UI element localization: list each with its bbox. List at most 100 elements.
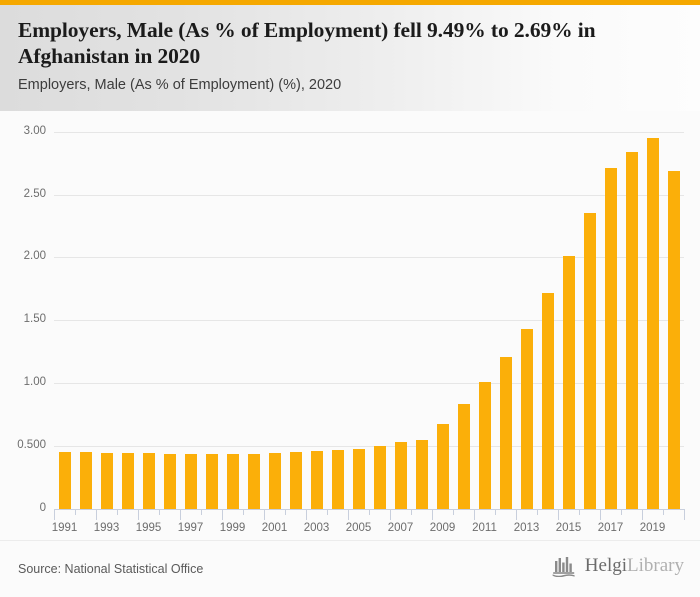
bar-1998[interactable] <box>205 453 218 509</box>
x-axis-tick <box>159 509 160 515</box>
x-axis-tick-label: 2013 <box>513 522 540 534</box>
bar-2016[interactable] <box>583 212 596 509</box>
x-axis-tick <box>243 509 244 515</box>
x-axis-tick <box>285 509 286 515</box>
x-axis-tick <box>306 509 307 520</box>
x-axis-tick-label: 2007 <box>387 522 414 534</box>
bar-1999[interactable] <box>226 453 239 509</box>
helgi-library-logo[interactable]: HelgiLibrary <box>552 555 684 577</box>
y-axis-tick-label: 0 <box>39 502 46 514</box>
bar-2013[interactable] <box>520 328 533 509</box>
x-axis-tick <box>411 509 412 515</box>
x-axis-tick-label: 2005 <box>345 522 372 534</box>
x-axis-tick <box>75 509 76 515</box>
chart-footer: Source: National Statistical Office Helg… <box>0 540 700 597</box>
x-axis-tick <box>516 509 517 520</box>
bar-1994[interactable] <box>121 453 134 509</box>
x-axis-tick <box>327 509 328 515</box>
y-axis-tick-label: 1.00 <box>23 376 46 389</box>
gridline <box>54 383 684 385</box>
x-axis-tick <box>54 509 55 520</box>
x-axis-tick-label: 2009 <box>429 522 456 534</box>
x-axis-tick <box>369 509 370 515</box>
page-title: Employers, Male (As % of Employment) fel… <box>18 18 596 68</box>
bar-2008[interactable] <box>415 439 428 509</box>
bar-2015[interactable] <box>562 255 575 509</box>
logo-word-helgi: Helgi <box>584 555 628 576</box>
y-axis-tick-label: 2.50 <box>23 187 46 200</box>
x-axis-tick-label: 2015 <box>555 522 582 534</box>
bar-2014[interactable] <box>541 292 554 509</box>
gridline <box>54 131 684 133</box>
bar-2001[interactable] <box>268 453 281 509</box>
bar-1995[interactable] <box>142 452 155 509</box>
x-axis-tick-label: 2001 <box>261 522 288 534</box>
bar-1993[interactable] <box>100 452 113 509</box>
x-axis-tick <box>201 509 202 515</box>
x-axis-tick <box>264 509 265 520</box>
y-axis-tick-label: 0.500 <box>17 439 46 452</box>
bar-2010[interactable] <box>457 404 470 509</box>
x-axis-tick-label: 1995 <box>135 522 162 534</box>
x-axis-tick <box>117 509 118 515</box>
x-axis-tick <box>348 509 349 520</box>
bar-1996[interactable] <box>163 453 176 509</box>
x-axis-tick <box>474 509 475 520</box>
x-axis-tick-label: 1991 <box>51 522 78 534</box>
bar-2012[interactable] <box>499 357 512 509</box>
bar-2017[interactable] <box>604 167 617 509</box>
x-axis-tick <box>180 509 181 520</box>
chart-subtitle: Employers, Male (As % of Employment) (%)… <box>18 77 342 93</box>
x-axis-tick-label: 2011 <box>472 522 497 534</box>
top-accent-bar <box>0 0 700 5</box>
x-axis-tick-label: 1993 <box>93 522 120 534</box>
bar-2009[interactable] <box>436 424 449 509</box>
x-axis-tick <box>621 509 622 515</box>
y-axis-tick-label: 1.50 <box>23 313 46 326</box>
x-axis-tick <box>537 509 538 515</box>
x-axis-tick <box>558 509 559 520</box>
bar-2004[interactable] <box>331 450 344 509</box>
x-axis-tick <box>600 509 601 520</box>
gridline <box>54 446 684 448</box>
y-axis-tick-label: 2.00 <box>23 250 46 263</box>
bar-2018[interactable] <box>625 152 638 509</box>
bar-2007[interactable] <box>394 442 407 509</box>
x-axis-tick-label: 1997 <box>177 522 204 534</box>
x-axis-tick <box>684 509 685 520</box>
logo-word-library: Library <box>627 555 684 576</box>
y-axis-tick-label: 3.00 <box>23 124 46 137</box>
helgi-library-logo-icon <box>552 557 575 577</box>
x-axis-tick <box>495 509 496 515</box>
chart-plot-area: 0 0.500 1.00 1.50 2.00 2.50 3.00 1991 1993 1995 1… <box>0 111 700 540</box>
x-axis-tick <box>579 509 580 515</box>
chart-header: Employers, Male (As % of Employment) fel… <box>0 5 700 111</box>
gridline <box>54 194 684 196</box>
x-axis-tick <box>642 509 643 520</box>
x-axis-tick-label: 2017 <box>597 522 624 534</box>
source-label: Source: National Statistical Office <box>18 562 204 576</box>
bar-2000[interactable] <box>247 453 260 509</box>
x-axis-tick <box>96 509 97 520</box>
gridline <box>54 320 684 322</box>
x-axis-tick-label: 1999 <box>219 522 246 534</box>
x-axis-tick-label: 2003 <box>303 522 330 534</box>
bar-1992[interactable] <box>79 452 92 509</box>
bar-2011[interactable] <box>478 382 491 509</box>
bar-2020[interactable] <box>667 170 680 509</box>
x-axis-tick-label: 2019 <box>639 522 666 534</box>
x-axis-tick <box>432 509 433 520</box>
bar-2002[interactable] <box>289 451 302 509</box>
bar-2006[interactable] <box>373 445 386 509</box>
bar-2019[interactable] <box>646 137 659 509</box>
bar-1997[interactable] <box>184 453 197 509</box>
x-axis-tick <box>390 509 391 520</box>
logo-wordmark: HelgiLibrary <box>585 555 684 577</box>
bar-1991[interactable] <box>58 452 71 509</box>
x-axis-tick <box>663 509 664 515</box>
bar-2003[interactable] <box>310 450 323 509</box>
x-axis-tick <box>453 509 454 515</box>
bar-2005[interactable] <box>352 449 365 509</box>
x-axis-tick <box>222 509 223 520</box>
